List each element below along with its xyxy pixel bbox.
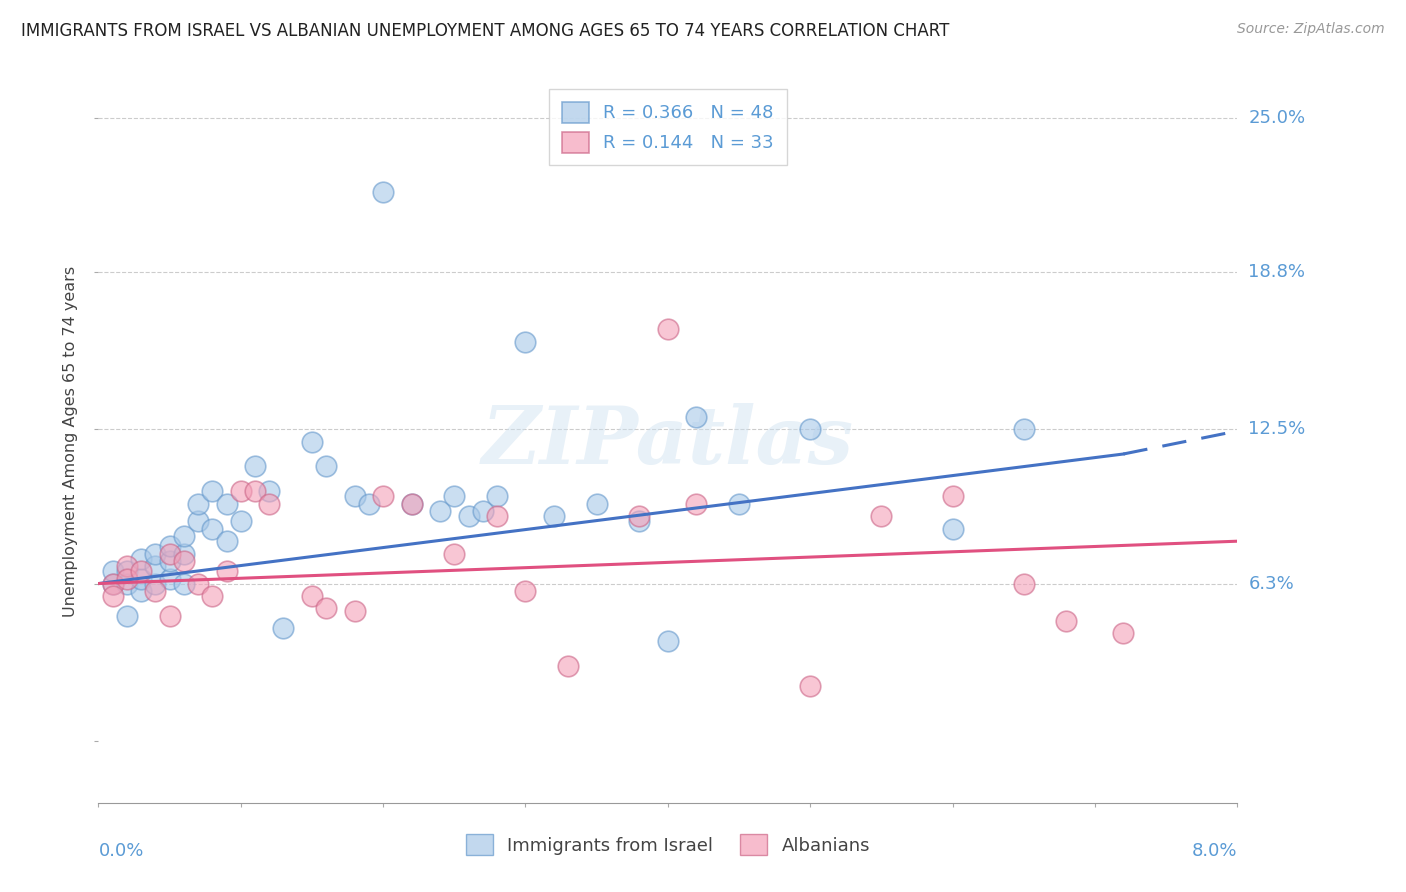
Point <box>315 601 337 615</box>
Point <box>159 539 181 553</box>
Point <box>187 497 209 511</box>
Point <box>101 576 124 591</box>
Point <box>870 509 893 524</box>
Point <box>799 422 821 436</box>
Point <box>657 322 679 336</box>
Text: 12.5%: 12.5% <box>1249 420 1306 438</box>
Point <box>173 576 195 591</box>
Point <box>259 497 281 511</box>
Point <box>301 434 323 449</box>
Point <box>115 576 138 591</box>
Point <box>543 509 565 524</box>
Point <box>1112 626 1135 640</box>
Point <box>145 584 167 599</box>
Point <box>129 551 152 566</box>
Point <box>129 572 152 586</box>
Point <box>201 484 224 499</box>
Point <box>657 633 679 648</box>
Point <box>628 514 651 528</box>
Point <box>942 489 965 503</box>
Point <box>101 576 124 591</box>
Point <box>443 489 465 503</box>
Text: 8.0%: 8.0% <box>1192 842 1237 860</box>
Point <box>201 522 224 536</box>
Point <box>229 514 252 528</box>
Point <box>215 564 238 578</box>
Point <box>486 509 509 524</box>
Point <box>685 497 707 511</box>
Point <box>229 484 252 499</box>
Point <box>799 679 821 693</box>
Point <box>145 576 167 591</box>
Point <box>357 497 380 511</box>
Point <box>371 186 394 200</box>
Point <box>101 589 124 603</box>
Point <box>159 547 181 561</box>
Point <box>215 497 238 511</box>
Point <box>685 409 707 424</box>
Point <box>457 509 479 524</box>
Point <box>515 334 537 349</box>
Text: 6.3%: 6.3% <box>1249 574 1294 592</box>
Text: 18.8%: 18.8% <box>1249 263 1305 281</box>
Point <box>215 534 238 549</box>
Point <box>187 514 209 528</box>
Point <box>515 584 537 599</box>
Point <box>443 547 465 561</box>
Point <box>159 554 181 568</box>
Point <box>115 572 138 586</box>
Text: 25.0%: 25.0% <box>1249 109 1306 127</box>
Point <box>557 658 579 673</box>
Point <box>429 504 451 518</box>
Point <box>486 489 509 503</box>
Point <box>115 564 138 578</box>
Point <box>101 564 124 578</box>
Point <box>145 547 167 561</box>
Point <box>159 609 181 624</box>
Point <box>129 584 152 599</box>
Point <box>173 547 195 561</box>
Point <box>401 497 423 511</box>
Point <box>401 497 423 511</box>
Point <box>115 559 138 574</box>
Point <box>1012 576 1035 591</box>
Point <box>187 576 209 591</box>
Point <box>942 522 965 536</box>
Y-axis label: Unemployment Among Ages 65 to 74 years: Unemployment Among Ages 65 to 74 years <box>63 266 79 617</box>
Point <box>159 572 181 586</box>
Point <box>728 497 751 511</box>
Point <box>129 564 152 578</box>
Point <box>628 509 651 524</box>
Text: IMMIGRANTS FROM ISRAEL VS ALBANIAN UNEMPLOYMENT AMONG AGES 65 TO 74 YEARS CORREL: IMMIGRANTS FROM ISRAEL VS ALBANIAN UNEMP… <box>21 22 949 40</box>
Point <box>145 559 167 574</box>
Point <box>343 604 366 618</box>
Point <box>243 459 266 474</box>
Point <box>273 621 295 635</box>
Legend: Immigrants from Israel, Albanians: Immigrants from Israel, Albanians <box>465 834 870 855</box>
Point <box>259 484 281 499</box>
Point <box>1056 614 1078 628</box>
Text: 0.0%: 0.0% <box>98 842 143 860</box>
Point <box>585 497 607 511</box>
Point <box>1012 422 1035 436</box>
Point <box>243 484 266 499</box>
Point <box>371 489 394 503</box>
Point <box>173 529 195 543</box>
Point <box>343 489 366 503</box>
Point <box>173 554 195 568</box>
Text: Source: ZipAtlas.com: Source: ZipAtlas.com <box>1237 22 1385 37</box>
Point <box>471 504 494 518</box>
Point <box>301 589 323 603</box>
Text: ZIPatlas: ZIPatlas <box>482 403 853 480</box>
Point <box>115 609 138 624</box>
Point <box>201 589 224 603</box>
Point <box>315 459 337 474</box>
